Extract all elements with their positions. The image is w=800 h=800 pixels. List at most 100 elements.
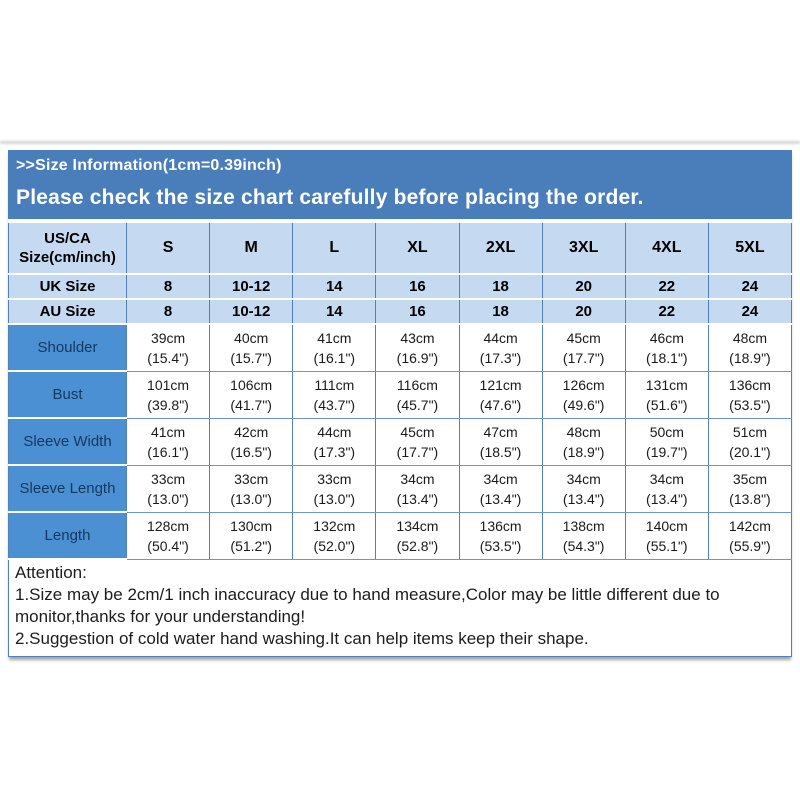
measurement-inch-value: (55.9") — [729, 537, 771, 554]
measurement-cell: 33cm (13.0") — [209, 464, 294, 513]
measurement-cell: 45cm (17.7") — [375, 417, 460, 466]
measurement-inch-value: (17.7") — [562, 349, 605, 366]
measurement-cm-value: 33cm — [317, 470, 352, 487]
measurement-inch-value: (54.3") — [562, 537, 605, 554]
size-column-header: 5XL — [707, 221, 793, 275]
measurement-cell: 33cm (13.0") — [292, 464, 377, 513]
measurement-inch-value: (51.2") — [230, 537, 272, 554]
measurement-inch-value: (18.1") — [646, 349, 688, 366]
measurement-inch-value: (17.7") — [396, 443, 439, 460]
measurement-cell: 44cm (17.3") — [292, 417, 377, 466]
measurement-cm-value: 44cm — [483, 329, 518, 346]
measurement-cm-value: 44cm — [317, 423, 352, 440]
measurement-row: Length 128cm (50.4") 130cm (51.2") 132cm (52.0… — [8, 511, 793, 560]
measurement-inch-value: (13.0") — [147, 490, 189, 507]
measurement-cm-value: 130cm — [230, 517, 273, 534]
measurement-inch-value: (20.1") — [729, 443, 771, 460]
measurement-cm-value: 134cm — [396, 517, 439, 534]
measurement-label: Bust — [8, 370, 127, 419]
measurement-inch-value: (51.6") — [646, 396, 688, 413]
attention-line-1: 1.Size may be 2cm/1 inch inaccuracy due … — [15, 585, 720, 626]
measurement-cell: 51cm (20.1") — [707, 417, 793, 466]
measurement-cell: 116cm (45.7") — [375, 370, 460, 419]
measurement-cell: 41cm (16.1") — [125, 417, 211, 466]
measurement-inch-value: (50.4") — [147, 537, 189, 554]
corner-header-cell: US/CA Size(cm/inch) — [8, 221, 127, 275]
measurement-cm-value: 126cm — [562, 376, 605, 393]
measurement-inch-value: (16.5") — [230, 443, 272, 460]
measurement-inch-value: (13.8") — [729, 490, 771, 507]
measurement-row: Sleeve Length 33cm (13.0") 33cm (13.0") 33cm (… — [8, 464, 793, 513]
region-size-cell: 14 — [292, 273, 377, 300]
measurement-inch-value: (13.4") — [479, 490, 522, 507]
measurement-cell: 140cm (55.1") — [624, 511, 709, 560]
measurement-row: Bust 101cm (39.8") 106cm (41.7") 111cm (43.7")… — [8, 370, 793, 419]
region-size-cell: 8 — [125, 298, 211, 325]
measurement-inch-value: (17.3") — [313, 443, 356, 460]
region-size-cell: 24 — [707, 273, 793, 300]
measurement-cm-value: 116cm — [396, 376, 438, 393]
measurement-cell: 46cm (18.1") — [624, 323, 709, 372]
measurement-cm-value: 136cm — [728, 376, 771, 393]
measurement-cell: 48cm (18.9") — [541, 417, 626, 466]
measurement-cell: 132cm (52.0") — [292, 511, 377, 560]
size-column-header: 4XL — [624, 221, 709, 275]
region-size-cell: 22 — [624, 298, 709, 325]
measurement-cm-value: 46cm — [649, 329, 684, 346]
region-size-cell: 20 — [541, 298, 626, 325]
measurement-cm-value: 34cm — [400, 470, 435, 487]
measurement-cell: 138cm (54.3") — [541, 511, 626, 560]
measurement-cell: 44cm (17.3") — [458, 323, 543, 372]
measurement-inch-value: (18.5") — [479, 443, 522, 460]
measurement-cell: 47cm (18.5") — [458, 417, 543, 466]
region-size-cell: 22 — [624, 273, 709, 300]
measurement-inch-value: (41.7") — [230, 396, 272, 413]
measurement-inch-value: (45.7") — [396, 396, 439, 413]
measurement-inch-value: (15.4") — [147, 349, 189, 366]
measurement-cell: 48cm (18.9") — [707, 323, 793, 372]
measurement-cm-value: 138cm — [562, 517, 605, 534]
measurement-cell: 142cm (55.9") — [707, 511, 793, 560]
size-info-title: >>Size Information(1cm=0.39inch) — [16, 157, 282, 174]
measurement-inch-value: (39.8") — [147, 396, 189, 413]
measurement-cm-value: 33cm — [234, 470, 269, 487]
measurement-cm-value: 42cm — [234, 423, 269, 440]
measurement-cell: 130cm (51.2") — [209, 511, 294, 560]
corner-header-line2: Size(cm/inch) — [19, 249, 116, 266]
measurement-cm-value: 48cm — [732, 329, 768, 346]
measurement-inch-value: (13.4") — [396, 490, 439, 507]
size-column-header: XL — [375, 221, 460, 275]
measurement-inch-value: (53.5") — [729, 396, 771, 413]
size-chart-warning: Please check the size chart carefully be… — [16, 186, 644, 209]
size-column-header: L — [292, 221, 377, 275]
measurement-inch-value: (13.4") — [646, 490, 688, 507]
measurement-cm-value: 48cm — [566, 423, 601, 440]
measurement-inch-value: (18.9") — [562, 443, 605, 460]
measurement-cell: 128cm (50.4") — [125, 511, 211, 560]
measurement-row: Shoulder 39cm (15.4") 40cm (15.7") 41cm (16.1"… — [8, 323, 793, 372]
region-size-cell: 18 — [458, 298, 543, 325]
size-column-header: 2XL — [458, 221, 543, 275]
size-column-header: M — [209, 221, 294, 275]
measurement-cell: 41cm (16.1") — [292, 323, 377, 372]
region-size-cell: 10-12 — [209, 273, 294, 300]
attention-title: Attention: — [15, 563, 87, 582]
scan-artifact-line — [0, 141, 800, 144]
measurement-cm-value: 33cm — [150, 470, 186, 487]
region-size-label: UK Size — [8, 273, 127, 300]
measurement-cell: 45cm (17.7") — [541, 323, 626, 372]
measurement-inch-value: (18.9") — [729, 349, 771, 366]
measurement-inch-value: (13.0") — [230, 490, 272, 507]
measurement-cell: 35cm (13.8") — [707, 464, 793, 513]
measurement-cell: 101cm (39.8") — [125, 370, 211, 419]
measurement-inch-value: (52.0") — [313, 537, 356, 554]
measurement-cm-value: 34cm — [649, 470, 684, 487]
size-column-header: S — [125, 221, 211, 275]
measurement-cell: 34cm (13.4") — [458, 464, 543, 513]
measurement-cm-value: 111cm — [314, 376, 355, 393]
measurement-cm-value: 131cm — [645, 376, 688, 393]
measurement-cm-value: 47cm — [483, 423, 518, 440]
measurement-cm-value: 39cm — [150, 329, 186, 346]
measurement-cm-value: 34cm — [566, 470, 601, 487]
measurement-cell: 43cm (16.9") — [375, 323, 460, 372]
